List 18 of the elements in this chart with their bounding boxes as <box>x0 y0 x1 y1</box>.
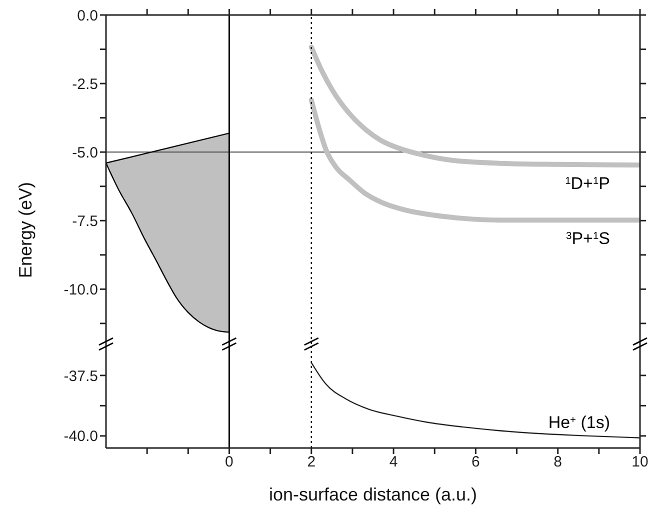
x-axis-title: ion-surface distance (a.u.) <box>268 484 478 506</box>
x-tick-label: 2 <box>307 454 316 471</box>
x-tick-label: 8 <box>554 454 562 471</box>
x-tick-label: 10 <box>632 454 648 471</box>
y-axis-title: Energy (eV) <box>16 182 36 278</box>
y-tick-label: -5.0 <box>72 144 98 162</box>
x-tick-label: 6 <box>472 454 480 471</box>
y-tick-label: -7.5 <box>72 212 98 230</box>
series-label: He$^{+}$ (1s) <box>548 412 610 432</box>
y-tick-label: -2.5 <box>72 76 98 93</box>
x-tick-label: 0 <box>225 454 234 471</box>
x-tick-label: 4 <box>389 454 398 471</box>
y-tick-label: 0.0 <box>77 7 98 24</box>
y-tick-label: -37.5 <box>64 368 98 385</box>
y-tick-label: -40.0 <box>64 428 98 446</box>
series-label: $^{3}$P+$^{1}$S <box>566 229 610 248</box>
series-label: $^{1}$D+$^{1}$P <box>565 174 610 193</box>
y-tick-label: -10.0 <box>64 281 98 298</box>
